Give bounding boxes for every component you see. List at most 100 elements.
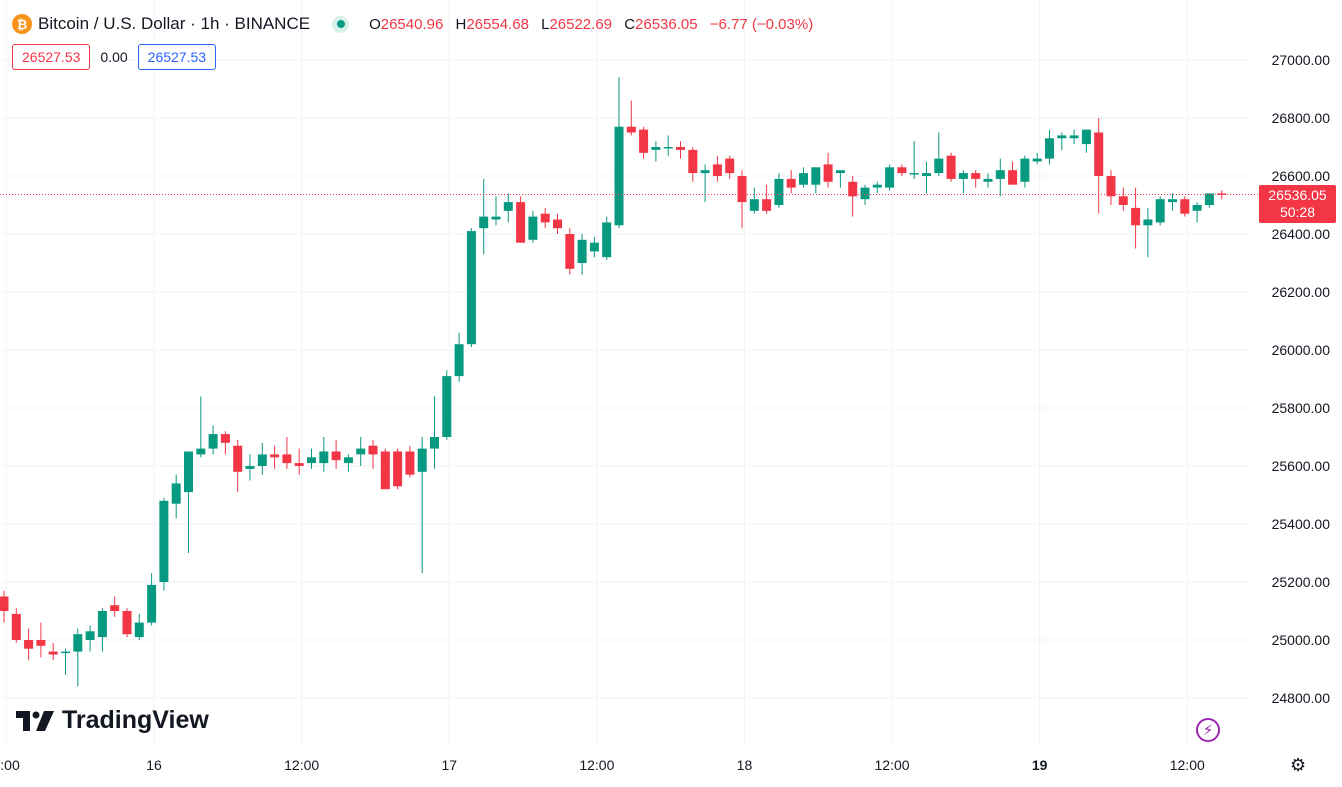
time-tick-label: 12:00 — [284, 757, 320, 773]
candle-body — [245, 466, 255, 469]
candle — [368, 439, 378, 469]
candle-body — [319, 451, 329, 464]
low-value: 26522.69 — [549, 15, 613, 33]
candle — [171, 474, 181, 519]
candle — [1192, 202, 1202, 223]
candle-body — [307, 457, 316, 464]
candle — [676, 141, 685, 159]
symbol-title[interactable]: Bitcoin / U.S. Dollar · 1h · BINANCE — [38, 14, 311, 33]
candle — [799, 167, 808, 188]
candle — [257, 442, 267, 475]
candle-body — [823, 164, 833, 182]
candle — [958, 170, 968, 194]
price-tick-label: 24800.00 — [1271, 690, 1330, 706]
candle-body — [356, 448, 366, 455]
candle-body — [171, 483, 181, 504]
candle-body — [1020, 158, 1030, 182]
candle-body — [663, 147, 673, 149]
candle-body — [626, 126, 636, 133]
candle — [245, 454, 255, 481]
candle — [380, 448, 390, 490]
candle-body — [208, 434, 218, 449]
price-tick-label: 25800.00 — [1271, 400, 1330, 416]
gear-icon[interactable]: ⚙ — [1290, 755, 1307, 775]
candle — [442, 370, 452, 440]
candle — [36, 622, 46, 658]
candle — [307, 448, 316, 469]
candle-body — [24, 640, 34, 649]
candle — [85, 625, 95, 652]
candle-body — [1069, 135, 1079, 139]
candle — [479, 178, 489, 255]
candle — [122, 608, 132, 638]
price-tick-label: 27000.00 — [1271, 52, 1330, 68]
candle-body — [577, 239, 587, 263]
candle — [553, 213, 562, 234]
candle-body — [0, 596, 9, 611]
price-tick-label: 26000.00 — [1271, 342, 1330, 358]
lightning-icon[interactable]: ⚡ — [1196, 718, 1220, 742]
candle-body — [380, 451, 390, 490]
candle-body — [11, 613, 21, 640]
time-tick-label: 12:00 — [1169, 757, 1205, 773]
candle-body — [85, 631, 95, 640]
price-tick-label: 26200.00 — [1271, 284, 1330, 300]
candle — [749, 187, 759, 214]
candle — [0, 590, 9, 623]
candle-body — [1032, 158, 1042, 162]
candle — [774, 173, 784, 208]
candle-body — [639, 129, 649, 153]
sell-button[interactable]: 26527.53 — [12, 44, 91, 70]
candle-body — [294, 463, 304, 466]
candle-body — [368, 445, 378, 455]
price-tick-label: 26600.00 — [1271, 168, 1330, 184]
candle — [343, 454, 353, 472]
candle-body — [774, 178, 784, 205]
high-label: H — [455, 15, 467, 33]
candle — [934, 132, 944, 176]
candle-body — [1131, 207, 1141, 226]
bitcoin-icon[interactable]: ₿ — [12, 14, 32, 34]
candle-body — [233, 445, 243, 472]
candle — [466, 228, 476, 348]
candle — [589, 236, 599, 258]
candle-body — [885, 167, 895, 188]
candle-body — [737, 176, 747, 203]
spread-value: 0.00 — [100, 49, 128, 65]
candle-body — [589, 242, 599, 252]
candle — [1020, 155, 1030, 188]
tradingview-logo[interactable]: TradingView — [16, 706, 209, 735]
candle-body — [934, 158, 944, 174]
candle — [872, 181, 882, 194]
candle — [528, 210, 538, 243]
candle — [1180, 196, 1190, 217]
candle-body — [417, 448, 427, 472]
candle-body — [946, 155, 956, 179]
candle-body — [872, 184, 882, 188]
price-tick-label: 25000.00 — [1271, 632, 1330, 648]
candle-body — [479, 216, 489, 229]
candle — [848, 176, 858, 217]
candle-body — [565, 234, 575, 269]
close-value: 26536.05 — [635, 15, 698, 33]
bar-countdown: 50:28 — [1279, 203, 1316, 220]
price-tick-label: 25200.00 — [1271, 574, 1330, 590]
candle — [922, 161, 931, 194]
candle — [48, 642, 58, 661]
open-value: 26540.96 — [380, 15, 444, 33]
candle-body — [1106, 176, 1116, 197]
time-tick-label: :00 — [0, 757, 20, 773]
buy-button[interactable]: 26527.53 — [137, 44, 217, 70]
candle — [602, 216, 612, 261]
candle-body — [270, 454, 280, 458]
candle-body — [331, 451, 341, 461]
candle — [663, 135, 673, 156]
candle — [134, 613, 144, 640]
current-price-value: 26536.05 — [1268, 186, 1327, 203]
candle-body — [1204, 193, 1214, 205]
candle — [97, 608, 107, 652]
tradingview-logo-icon — [16, 710, 54, 731]
candle — [1143, 207, 1153, 258]
